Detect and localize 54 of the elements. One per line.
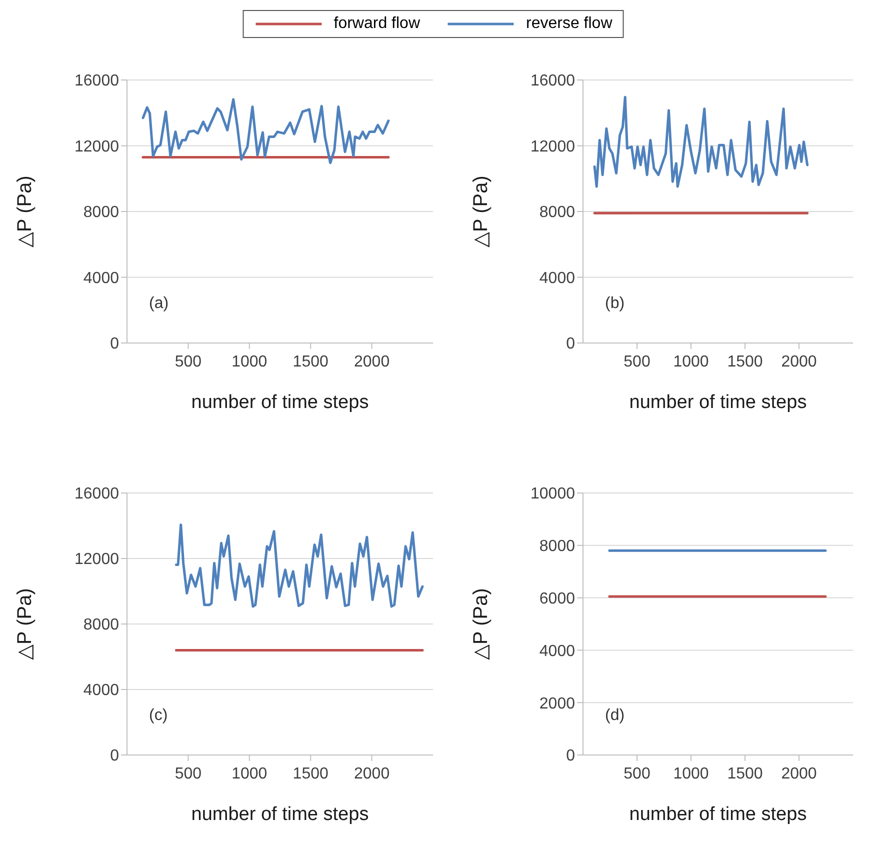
x-tick-label: 2000 [354, 353, 390, 370]
x-tick-label: 1000 [232, 353, 268, 370]
y-tick-label: 10000 [530, 486, 576, 503]
x-tick-label: 1500 [727, 353, 763, 370]
x-tick-label: 2000 [781, 353, 817, 370]
y-tick-label: 12000 [74, 138, 120, 156]
annotation: (b) [605, 295, 625, 313]
x-tick-label: 1000 [232, 765, 268, 782]
x-tick-label: 2000 [354, 765, 390, 782]
line-series [174, 524, 424, 608]
x-tick-label: 500 [624, 765, 650, 782]
line-series [142, 98, 390, 164]
x-axis-title: number of time steps [191, 804, 369, 825]
y-tick-label: 0 [566, 336, 576, 353]
y-tick-label: 2000 [539, 695, 576, 712]
y-axis-title: △P (Pa) [14, 588, 36, 660]
y-tick-label: 8000 [83, 204, 120, 222]
x-tick-label: 500 [174, 765, 202, 782]
x-axis-title: number of time steps [191, 392, 369, 413]
line-series [593, 96, 809, 188]
x-tick-label: 1500 [292, 765, 328, 782]
y-tick-label: 16000 [74, 72, 120, 90]
y-tick-label: 6000 [539, 590, 576, 608]
y-axis-title: △P (Pa) [470, 588, 492, 660]
x-tick-label: 1500 [727, 765, 763, 782]
y-tick-label: 8000 [539, 204, 576, 222]
y-tick-label: 4000 [83, 682, 120, 700]
y-tick-label: 4000 [83, 270, 120, 287]
x-tick-label: 500 [174, 353, 202, 370]
x-tick-label: 1000 [673, 353, 709, 370]
x-tick-label: 500 [624, 353, 650, 370]
y-tick-label: 16000 [74, 486, 120, 503]
x-tick-label: 1500 [292, 353, 328, 370]
x-axis-title: number of time steps [629, 804, 807, 825]
y-tick-label: 0 [110, 748, 120, 765]
x-axis-title: number of time steps [629, 392, 807, 413]
y-tick-label: 16000 [530, 72, 576, 90]
annotation: (c) [149, 707, 168, 725]
legend-label: reverse flow [526, 15, 612, 33]
y-axis-title: △P (Pa) [470, 176, 492, 248]
x-tick-label: 2000 [781, 765, 817, 782]
y-tick-label: 0 [110, 336, 120, 353]
y-tick-label: 4000 [539, 642, 576, 660]
y-tick-label: 12000 [74, 551, 120, 568]
annotation: (a) [149, 295, 169, 313]
y-tick-label: 12000 [530, 138, 576, 156]
y-tick-label: 8000 [83, 616, 120, 634]
y-tick-label: 0 [566, 748, 576, 765]
y-tick-label: 4000 [539, 270, 576, 287]
y-axis-title: △P (Pa) [14, 176, 36, 248]
y-tick-label: 8000 [539, 538, 576, 556]
annotation: (d) [605, 707, 625, 725]
legend-label: forward flow [334, 15, 420, 33]
x-tick-label: 1000 [673, 765, 709, 782]
